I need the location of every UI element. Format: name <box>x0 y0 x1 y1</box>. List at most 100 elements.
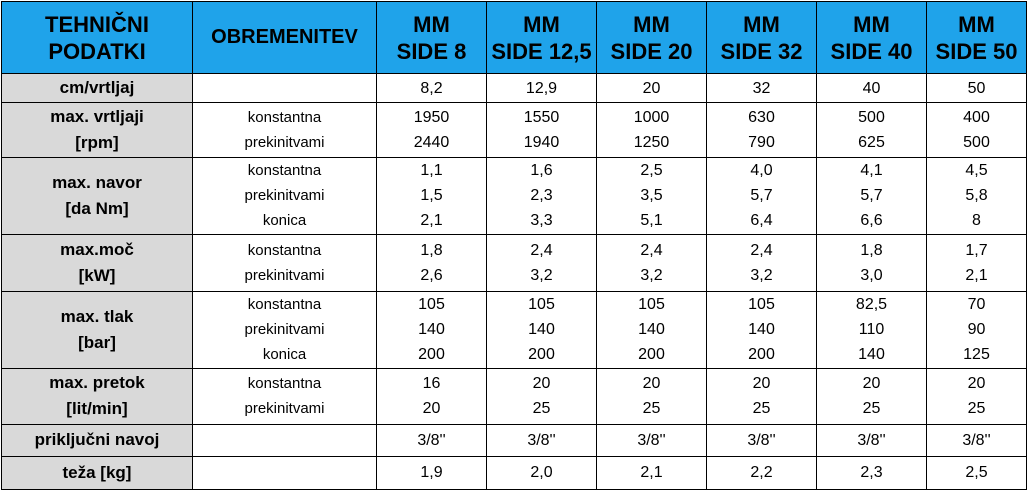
value: 3/8'' <box>857 431 886 449</box>
row-label-line: max. vrtljaji <box>50 107 144 127</box>
value: 1,7 <box>965 241 988 259</box>
value: 2,1 <box>965 266 988 284</box>
value: 2,4 <box>530 241 553 259</box>
header-model-name: SIDE 32 <box>720 38 803 64</box>
value: 630 <box>748 109 775 127</box>
table-row: cm/vrtljaj 8,2 12,9 20 32 40 50 <box>1 72 1027 104</box>
row-label: max.moč [kW] <box>1 233 193 292</box>
value-cell: 4,0 5,7 6,4 <box>706 157 817 235</box>
value: 3/8'' <box>747 431 776 449</box>
value: 16 <box>422 375 441 393</box>
header-model-brand: MM <box>958 11 995 37</box>
table-row: max.moč [kW] konstantna prekinitvami 1,8 2,6 2… <box>1 233 1027 292</box>
value-cell: 70 90 125 <box>926 290 1027 369</box>
value-cell: 105 140 200 <box>596 290 707 369</box>
value-cell: 1,7 2,1 <box>926 233 1027 292</box>
value-cell: 82,5 110 140 <box>816 290 927 369</box>
header-row: TEHNIČNI PODATKI OBREMENITEV MM SIDE 8 M… <box>1 1 1027 74</box>
header-model-side-32: MM SIDE 32 <box>706 1 817 74</box>
value: 3/8'' <box>962 431 991 449</box>
table-row: max. tlak [bar] konstantna prekinitvami koni… <box>1 290 1027 369</box>
value-cell: 20 25 <box>706 367 817 426</box>
value: 200 <box>528 346 555 364</box>
value-cell: 1,9 <box>376 455 487 491</box>
value: 500 <box>963 134 990 152</box>
value-cell: 3/8'' <box>486 424 597 457</box>
header-tech-data-line-2: PODATKI <box>48 38 146 64</box>
load-type: prekinitvami <box>244 134 325 152</box>
value: 2440 <box>413 134 450 152</box>
value: 25 <box>967 400 986 418</box>
value: 1,1 <box>420 162 443 180</box>
value: 3/8'' <box>637 431 666 449</box>
header-model-side-40: MM SIDE 40 <box>816 1 927 74</box>
value-cell: 2,3 <box>816 455 927 491</box>
value: 3,2 <box>750 266 773 284</box>
table-row: max. pretok [lit/min] konstantna prekinitva… <box>1 367 1027 426</box>
row-label-line: [kW] <box>78 265 116 285</box>
value: 82,5 <box>855 296 888 314</box>
value-cell: 1,6 2,3 3,3 <box>486 157 597 235</box>
value: 200 <box>418 346 445 364</box>
value-cell: 1000 1250 <box>596 102 707 158</box>
value: 500 <box>858 109 885 127</box>
row-label-line: max. pretok <box>49 373 145 393</box>
value: 50 <box>967 79 986 97</box>
value: 105 <box>748 296 775 314</box>
value: 6,6 <box>860 212 883 230</box>
value: 2,3 <box>530 187 553 205</box>
row-label-line: [rpm] <box>75 133 119 153</box>
value: 140 <box>528 321 555 339</box>
value: 1000 <box>633 109 670 127</box>
value-cell: 4,5 5,8 8 <box>926 157 1027 235</box>
header-model-name: SIDE 40 <box>830 38 913 64</box>
value: 2,4 <box>750 241 773 259</box>
header-model-brand: MM <box>413 11 450 37</box>
value-cell: 12,9 <box>486 72 597 104</box>
value: 105 <box>528 296 555 314</box>
header-model-side-20: MM SIDE 20 <box>596 1 707 74</box>
value: 1940 <box>523 134 560 152</box>
value-cell: 1,8 3,0 <box>816 233 927 292</box>
value-cell: 8,2 <box>376 72 487 104</box>
value: 110 <box>858 321 885 339</box>
value-cell: 105 140 200 <box>486 290 597 369</box>
row-label-line: [da Nm] <box>65 198 129 218</box>
value: 25 <box>862 400 881 418</box>
value-cell: 40 <box>816 72 927 104</box>
value-cell: 2,4 3,2 <box>706 233 817 292</box>
value-cell: 2,0 <box>486 455 597 491</box>
row-label-line: max. navor <box>52 172 142 192</box>
row-label: teža [kg] <box>1 455 193 491</box>
row-label: max. vrtljaji [rpm] <box>1 102 193 158</box>
value-cell: 3/8'' <box>706 424 817 457</box>
value: 140 <box>858 346 885 364</box>
row-label: priključni navoj <box>1 424 193 457</box>
value: 3/8'' <box>527 431 556 449</box>
table-row: max. navor [da Nm] konstantna prekinitvami k… <box>1 157 1027 235</box>
value-cell: 20 25 <box>816 367 927 426</box>
value: 2,5 <box>640 162 663 180</box>
value: 6,4 <box>750 212 773 230</box>
header-model-name: SIDE 12,5 <box>491 38 592 64</box>
load-type-cell <box>192 72 377 104</box>
value-cell: 3/8'' <box>376 424 487 457</box>
value: 4,1 <box>860 162 883 180</box>
value-cell: 1,8 2,6 <box>376 233 487 292</box>
row-label: max. pretok [lit/min] <box>1 367 193 426</box>
value: 125 <box>963 346 990 364</box>
value-cell: 105 140 200 <box>706 290 817 369</box>
value: 2,4 <box>640 241 663 259</box>
value: 4,5 <box>965 162 988 180</box>
row-label-line: cm/vrtljaj <box>59 78 135 98</box>
value: 2,2 <box>750 464 773 482</box>
value-cell: 20 25 <box>596 367 707 426</box>
header-load: OBREMENITEV <box>192 1 377 74</box>
value: 625 <box>858 134 885 152</box>
value: 20 <box>967 375 986 393</box>
value: 2,6 <box>420 266 443 284</box>
row-label-line: priključni navoj <box>34 430 160 450</box>
value-cell: 1,1 1,5 2,1 <box>376 157 487 235</box>
value-cell: 3/8'' <box>596 424 707 457</box>
header-model-side-50: MM SIDE 50 <box>926 1 1027 74</box>
